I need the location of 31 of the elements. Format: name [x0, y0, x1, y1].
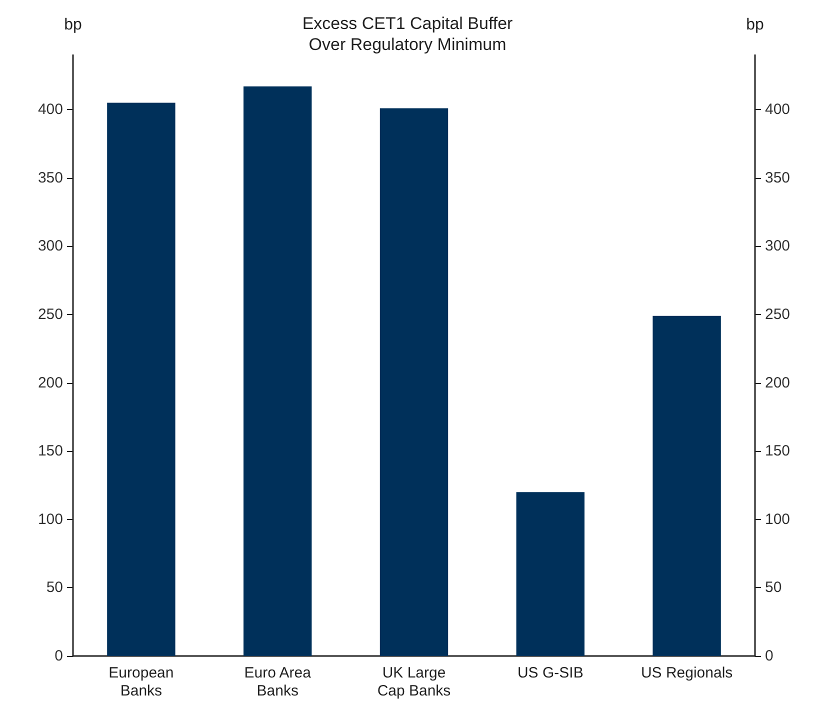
bar: [244, 86, 312, 656]
bar: [380, 108, 448, 656]
y2-tick-label: 250: [765, 306, 790, 324]
y-tick-label: 50: [46, 579, 63, 596]
y-tick-label: 350: [38, 169, 63, 186]
y-axis-title: bp: [64, 16, 82, 34]
y2-tick-label: 0: [765, 648, 774, 664]
y2-tick-label: 300: [765, 238, 790, 255]
y2-axis-title: bp: [746, 16, 764, 34]
y2-tick-label: 100: [765, 510, 790, 528]
x-tick-label: Euro Area Banks: [244, 664, 312, 700]
y2-tick-label: 200: [765, 374, 790, 392]
x-tick-label: US G-SIB: [517, 664, 584, 682]
chart-title: Excess CET1 Capital Buffer Over Regulatory Minimum: [302, 14, 514, 54]
y-tick-label: 250: [38, 306, 63, 324]
y2-tick-label: 50: [765, 579, 782, 596]
bar: [516, 492, 584, 656]
x-tick-label: European Banks: [108, 664, 174, 700]
y-tick-label: 300: [38, 238, 63, 255]
y2-tick-label: 350: [765, 169, 790, 186]
y2-tick-label: 150: [765, 442, 790, 460]
y-tick-label: 200: [38, 374, 63, 392]
bar: [652, 316, 721, 656]
y2-tick-label: 400: [765, 101, 790, 118]
y-tick-label: 400: [38, 101, 63, 118]
x-tick-label: UK Large Cap Banks: [377, 664, 451, 700]
y-tick-label: 0: [54, 648, 63, 664]
y-tick-label: 100: [38, 510, 63, 528]
x-tick-label: US Regionals: [640, 664, 733, 682]
bar: [107, 102, 176, 656]
y-tick-label: 150: [38, 442, 63, 460]
